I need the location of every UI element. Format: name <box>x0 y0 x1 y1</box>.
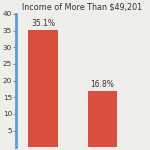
Title: Income of More Than $49,201: Income of More Than $49,201 <box>22 3 142 12</box>
Bar <box>28 30 58 147</box>
Text: 16.8%: 16.8% <box>91 80 114 89</box>
Bar <box>88 91 117 147</box>
Text: 35.1%: 35.1% <box>31 19 55 28</box>
